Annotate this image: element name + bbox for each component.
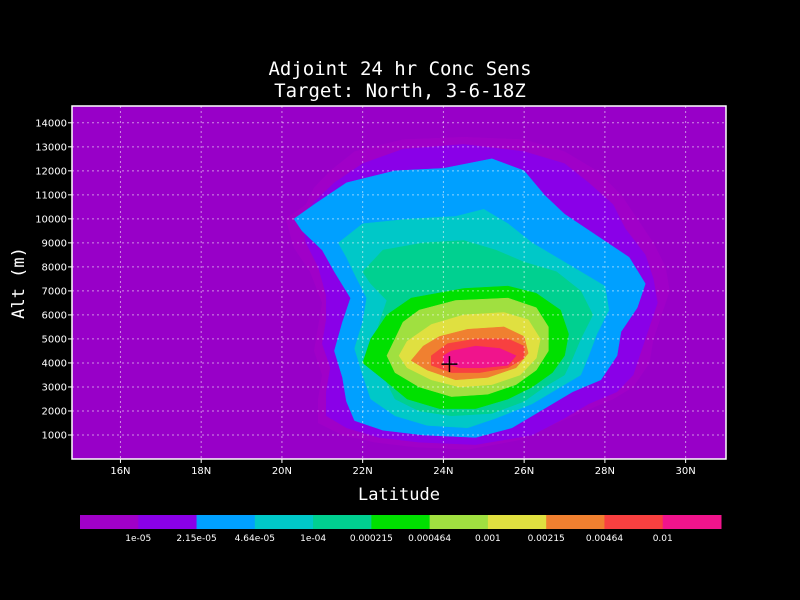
- grid: [72, 106, 726, 459]
- y-tick-label: 7000: [42, 286, 67, 297]
- colorbar-ticks: 1e-05 2.15e-05 4.64e-05 1e-04 0.000215 0.0004…: [125, 534, 672, 544]
- colorbar-tick-label: 2.15e-05: [176, 534, 216, 544]
- contour-fills: [285, 136, 670, 450]
- colorbar-tick-label: 1e-04: [300, 534, 326, 544]
- colorbar-tick-label: 0.000215: [350, 534, 393, 544]
- y-tick-label: 4000: [42, 358, 67, 369]
- colorbar-swatch: [313, 515, 372, 529]
- colorbar: [80, 515, 722, 529]
- x-axis-ticks: 16N 18N 20N 22N 24N 26N 28N 30N: [110, 459, 696, 477]
- target-marker: [441, 356, 458, 373]
- colorbar-swatch: [196, 515, 256, 529]
- colorbar-tick-label: 4.64e-05: [235, 534, 275, 544]
- x-tick-label: 16N: [110, 466, 130, 477]
- x-tick-label: 24N: [433, 466, 453, 477]
- x-tick-label: 26N: [514, 466, 534, 477]
- chart-subtitle: Target: North, 3-6-18Z: [274, 80, 526, 102]
- y-tick-label: 3000: [42, 382, 67, 393]
- chart-title: Adjoint 24 hr Conc Sens: [268, 58, 531, 80]
- x-axis-title: Latitude: [358, 485, 440, 505]
- y-tick-label: 12000: [35, 166, 67, 177]
- colorbar-swatch: [371, 515, 431, 529]
- y-tick-label: 13000: [35, 142, 67, 153]
- colorbar-swatch: [429, 515, 489, 529]
- colorbar-tick-label: 0.000464: [408, 534, 451, 544]
- x-tick-label: 28N: [595, 466, 615, 477]
- colorbar-tick-label: 1e-05: [125, 534, 151, 544]
- y-axis-title: Alt (m): [9, 247, 29, 319]
- colorbar-swatch: [487, 515, 547, 529]
- x-tick-label: 30N: [676, 466, 696, 477]
- y-tick-label: 11000: [35, 190, 67, 201]
- plot-frame: [71, 105, 727, 460]
- y-tick-label: 8000: [42, 262, 67, 273]
- colorbar-swatch: [546, 515, 605, 529]
- y-tick-label: 10000: [35, 214, 67, 225]
- contour-level-10: [443, 345, 517, 368]
- x-tick-label: 22N: [353, 466, 373, 477]
- y-tick-label: 1000: [42, 430, 67, 441]
- y-tick-label: 9000: [42, 238, 67, 249]
- y-tick-label: 14000: [35, 118, 67, 129]
- colorbar-tick-label: 0.00215: [528, 534, 565, 544]
- colorbar-tick-label: 0.001: [475, 534, 501, 544]
- colorbar-tick-label: 0.01: [653, 534, 673, 544]
- colorbar-swatch: [662, 515, 722, 529]
- colorbar-swatch: [138, 515, 198, 529]
- x-tick-label: 18N: [191, 466, 211, 477]
- colorbar-swatch: [604, 515, 664, 529]
- y-tick-label: 2000: [42, 406, 67, 417]
- x-tick-label: 20N: [272, 466, 292, 477]
- y-axis-ticks: 1000 2000 3000 4000 5000 6000 7000 8000 9000 1000…: [35, 118, 72, 441]
- plot-area: [71, 105, 727, 460]
- y-tick-label: 6000: [42, 310, 67, 321]
- colorbar-swatch: [254, 515, 314, 529]
- colorbar-tick-label: 0.00464: [586, 534, 623, 544]
- colorbar-swatch: [80, 515, 139, 529]
- y-tick-label: 5000: [42, 334, 67, 345]
